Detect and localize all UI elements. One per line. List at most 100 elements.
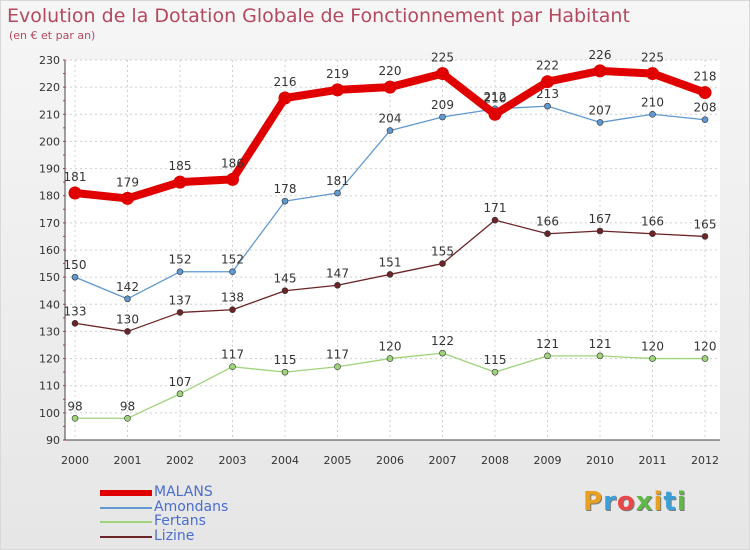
- legend-label: MALANS: [154, 484, 213, 500]
- data-point-amondans: [124, 295, 131, 303]
- x-tick-label: 2002: [166, 454, 194, 467]
- data-label-malans: 179: [116, 175, 139, 189]
- data-label-lizine: 137: [169, 293, 192, 307]
- data-point-fertans: [544, 352, 551, 360]
- data-label-fertans: 117: [221, 348, 244, 362]
- data-label-amondans: 204: [379, 112, 402, 126]
- data-label-amondans: 150: [64, 258, 87, 272]
- data-point-lizine: [229, 306, 236, 314]
- data-label-malans: 219: [326, 67, 349, 81]
- data-label-amondans: 178: [274, 182, 297, 196]
- data-point-malans: [436, 67, 449, 81]
- data-label-lizine: 151: [379, 255, 402, 269]
- y-tick-label: 200: [39, 135, 60, 148]
- data-point-amondans: [649, 110, 656, 118]
- data-point-fertans: [386, 355, 394, 362]
- data-label-amondans: 142: [116, 280, 139, 294]
- data-label-malans: 218: [694, 70, 717, 84]
- data-point-lizine: [491, 216, 499, 224]
- x-tick-label: 2003: [219, 454, 247, 467]
- data-label-lizine: 130: [116, 312, 139, 326]
- data-point-lizine: [334, 281, 341, 289]
- y-tick-label: 210: [39, 108, 60, 121]
- data-point-malans: [593, 64, 607, 78]
- data-label-lizine: 147: [326, 266, 349, 280]
- data-point-fertans: [491, 368, 499, 376]
- data-point-fertans: [281, 368, 289, 376]
- data-label-amondans: 207: [589, 103, 612, 117]
- data-point-amondans: [439, 113, 446, 121]
- data-point-lizine: [176, 309, 184, 316]
- data-point-lizine: [439, 260, 446, 267]
- chart-subtitle: (en € et par an): [9, 29, 96, 42]
- data-point-lizine: [649, 230, 656, 238]
- data-label-amondans: 212: [484, 90, 507, 104]
- data-point-malans: [541, 75, 554, 89]
- data-label-malans: 226: [589, 48, 612, 62]
- data-point-fertans: [649, 355, 656, 362]
- data-label-lizine: 166: [536, 215, 559, 229]
- legend-swatch: [100, 521, 152, 523]
- x-tick-label: 2008: [481, 454, 509, 467]
- legend-label: Fertans: [154, 513, 206, 529]
- y-tick-label: 120: [39, 353, 60, 366]
- data-label-malans: 225: [431, 51, 454, 65]
- data-point-lizine: [596, 227, 604, 235]
- data-label-amondans: 210: [641, 95, 664, 109]
- data-point-fertans: [229, 363, 236, 371]
- y-tick-label: 230: [39, 54, 60, 67]
- x-tick-label: 2000: [61, 454, 89, 467]
- data-point-fertans: [701, 355, 709, 362]
- data-point-lizine: [701, 233, 709, 240]
- data-label-lizine: 138: [221, 291, 244, 305]
- data-point-malans: [278, 91, 292, 105]
- data-point-fertans: [124, 414, 131, 422]
- x-tick-label: 2010: [586, 454, 614, 467]
- data-point-malans: [383, 80, 397, 94]
- data-label-fertans: 115: [274, 353, 297, 367]
- data-label-fertans: 107: [169, 375, 192, 389]
- data-point-malans: [488, 107, 502, 121]
- data-point-lizine: [281, 287, 289, 295]
- y-tick-label: 190: [39, 163, 60, 176]
- data-label-malans: 186: [221, 156, 244, 170]
- data-label-amondans: 181: [326, 174, 349, 188]
- data-point-amondans: [544, 102, 551, 110]
- data-label-lizine: 166: [641, 215, 664, 229]
- data-point-malans: [646, 67, 659, 81]
- legend-swatch: [100, 506, 152, 509]
- data-label-fertans: 98: [67, 399, 82, 413]
- data-point-lizine: [71, 319, 79, 327]
- data-label-amondans: 213: [536, 87, 559, 101]
- y-tick-label: 110: [39, 380, 60, 393]
- data-point-fertans: [71, 414, 79, 422]
- y-tick-label: 90: [46, 434, 60, 447]
- data-point-malans: [698, 86, 712, 100]
- data-point-malans: [331, 83, 344, 97]
- data-label-lizine: 145: [274, 272, 297, 286]
- data-label-lizine: 133: [64, 304, 87, 318]
- data-label-lizine: 155: [431, 245, 454, 259]
- x-tick-label: 2005: [324, 454, 352, 467]
- y-tick-label: 130: [39, 325, 60, 338]
- data-point-amondans: [71, 273, 79, 281]
- data-point-lizine: [124, 328, 131, 335]
- legend-label: Lizine: [154, 527, 195, 544]
- chart-title: Evolution de la Dotation Globale de Fonc…: [7, 5, 630, 27]
- data-point-amondans: [334, 189, 341, 197]
- y-tick-label: 150: [39, 271, 60, 284]
- data-point-amondans: [386, 127, 394, 134]
- legend-label: Amondans: [154, 498, 229, 515]
- legend-swatch: [100, 535, 152, 538]
- data-point-malans: [226, 172, 239, 186]
- data-label-fertans: 117: [326, 348, 349, 362]
- data-label-fertans: 121: [589, 337, 612, 351]
- data-point-fertans: [439, 349, 446, 357]
- data-label-fertans: 120: [379, 340, 402, 354]
- data-label-lizine: 165: [694, 217, 717, 231]
- y-tick-label: 140: [39, 298, 60, 311]
- data-point-amondans: [176, 268, 184, 276]
- x-tick-label: 2001: [114, 454, 142, 467]
- x-tick-label: 2007: [429, 454, 457, 467]
